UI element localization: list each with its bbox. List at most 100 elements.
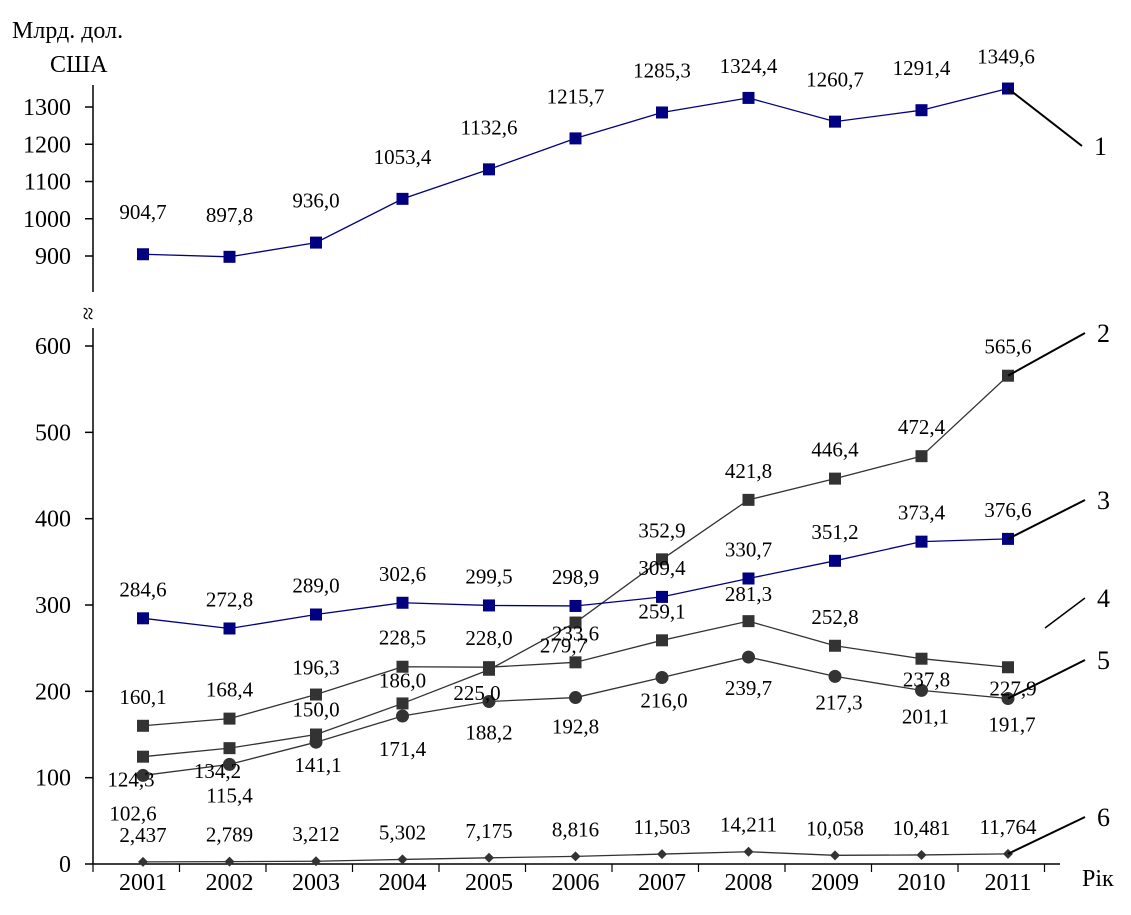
series-4-data-label: 160,1 bbox=[119, 685, 166, 709]
series-5-point bbox=[915, 683, 928, 697]
series-3-data-label: 302,6 bbox=[379, 562, 426, 586]
series-3-data-label: 299,5 bbox=[465, 564, 512, 588]
series-lines bbox=[142, 87, 1009, 863]
series-6-point bbox=[657, 849, 667, 860]
series-3-point bbox=[137, 612, 149, 625]
x-tick-label: 2009 bbox=[811, 870, 859, 896]
series-2-data-label: 225,0 bbox=[453, 681, 500, 705]
x-tick-label: 2005 bbox=[465, 870, 513, 896]
y-tick-label-lower: 300 bbox=[35, 593, 71, 619]
series-5-point bbox=[828, 669, 842, 683]
series-2-point bbox=[656, 553, 668, 566]
series-5-data-label: 188,2 bbox=[465, 721, 512, 745]
series-2-data-label: 279,7 bbox=[540, 634, 587, 658]
series-4-point bbox=[656, 634, 668, 647]
series-4-point bbox=[829, 639, 841, 652]
axes: 0 100 200 300 400 500 600 900 1000 1100 1200 1300 20… bbox=[23, 85, 1060, 896]
series-5-data-label: 115,4 bbox=[206, 783, 253, 807]
series-3-point bbox=[829, 554, 841, 567]
series-5-data-label: 217,3 bbox=[815, 690, 862, 714]
series-5-data-label: 201,1 bbox=[902, 704, 949, 728]
series-3-data-label: 272,8 bbox=[206, 587, 253, 611]
series-6-data-label: 10,058 bbox=[806, 816, 864, 840]
series-1-data-label: 1053,4 bbox=[374, 145, 432, 169]
series-5-point bbox=[482, 695, 496, 709]
series-1-data-label: 904,7 bbox=[119, 200, 166, 224]
series-4-point bbox=[1002, 661, 1014, 674]
series-1-point bbox=[483, 163, 495, 176]
series-3-point bbox=[310, 608, 322, 621]
y-tick-label-lower: 500 bbox=[35, 420, 71, 446]
y-tick-label-lower: 600 bbox=[35, 334, 71, 360]
y-tick-label-lower: 0 bbox=[59, 852, 71, 878]
x-tick-label: 2004 bbox=[379, 870, 427, 896]
series-6-point bbox=[916, 849, 927, 860]
series-6-data-label: 2,437 bbox=[119, 823, 166, 847]
series-3-data-label: 330,7 bbox=[725, 538, 772, 562]
series-3-data-label: 373,4 bbox=[898, 501, 946, 525]
series-3-point bbox=[223, 622, 236, 635]
series-1-leader bbox=[1007, 87, 1083, 147]
series-3-leader bbox=[1007, 499, 1086, 540]
series-1-data-label: 1132,6 bbox=[461, 115, 518, 139]
series-1-point bbox=[742, 91, 755, 104]
x-tick-label: 2010 bbox=[898, 870, 946, 896]
series-2-point bbox=[137, 750, 149, 763]
series-6-data-label: 5,302 bbox=[379, 820, 426, 844]
series-2-point bbox=[915, 450, 928, 463]
series-4-data-label: 259,1 bbox=[638, 599, 685, 623]
series-4-point bbox=[137, 719, 149, 732]
axis-break-symbol: ≈ bbox=[76, 307, 102, 320]
series-4-data-label: 228,5 bbox=[379, 626, 426, 650]
y-tick-label-upper: 1000 bbox=[23, 207, 71, 233]
series-1-data-label: 1324,4 bbox=[720, 54, 778, 78]
series-6-point bbox=[570, 851, 581, 862]
series-4-point bbox=[310, 688, 322, 701]
y-tick-label-upper: 1100 bbox=[24, 170, 71, 196]
y-axis-label-line1: Млрд. дол. bbox=[12, 18, 123, 44]
series-1-point bbox=[223, 250, 236, 263]
series-1-line bbox=[142, 87, 1009, 258]
series-4-point bbox=[569, 656, 582, 669]
series-1-data-label: 1260,7 bbox=[806, 68, 864, 92]
series-2-data-label: 421,8 bbox=[725, 459, 772, 483]
series-5-point bbox=[569, 691, 582, 705]
series-2-data-label: 446,4 bbox=[811, 438, 859, 462]
series-6-data-label: 14,211 bbox=[720, 813, 777, 837]
data-labels: 904,7 897,8 936,0 1053,4 1132,6 1215,7 1285,3 1… bbox=[107, 45, 1037, 847]
series-1-point bbox=[137, 248, 149, 261]
series-4-data-label: 252,8 bbox=[811, 605, 858, 629]
series-4-data-label: 281,3 bbox=[725, 582, 772, 606]
series-6-data-label: 7,175 bbox=[465, 819, 512, 843]
series-3-point bbox=[483, 599, 495, 612]
series-6-point bbox=[743, 846, 754, 857]
series-6-data-label: 8,816 bbox=[552, 817, 599, 841]
series-3-point bbox=[569, 599, 582, 612]
y-axis-label-line2: США bbox=[50, 52, 108, 78]
series-1-data-label: 936,0 bbox=[292, 189, 339, 213]
series-5-number: 5 bbox=[1097, 646, 1110, 675]
series-3-point bbox=[396, 596, 409, 609]
series-6-point bbox=[484, 852, 494, 863]
series-1-point bbox=[829, 115, 841, 128]
series-1-data-label: 1285,3 bbox=[633, 58, 691, 82]
series-2-point bbox=[396, 697, 409, 710]
series-6-point bbox=[830, 850, 840, 861]
series-1-point bbox=[656, 106, 668, 119]
y-tick-label-lower: 200 bbox=[35, 679, 71, 705]
series-5-data-label: 216,0 bbox=[640, 689, 687, 713]
y-tick-label-upper: 1300 bbox=[23, 95, 71, 121]
series-6-point bbox=[311, 856, 321, 867]
series-4-data-label: 237,8 bbox=[903, 668, 950, 692]
series-4-point bbox=[396, 660, 409, 673]
series-5-point bbox=[655, 671, 669, 685]
series-6-number: 6 bbox=[1097, 803, 1110, 832]
series-markers bbox=[136, 82, 1015, 867]
series-6-data-label: 11,503 bbox=[634, 815, 691, 839]
series-5-leader bbox=[1007, 659, 1086, 700]
series-3-data-label: 351,2 bbox=[811, 520, 858, 544]
series-2-data-label: 472,4 bbox=[898, 415, 946, 439]
x-tick-label: 2011 bbox=[984, 870, 1031, 896]
series-4-leader bbox=[1044, 597, 1086, 629]
